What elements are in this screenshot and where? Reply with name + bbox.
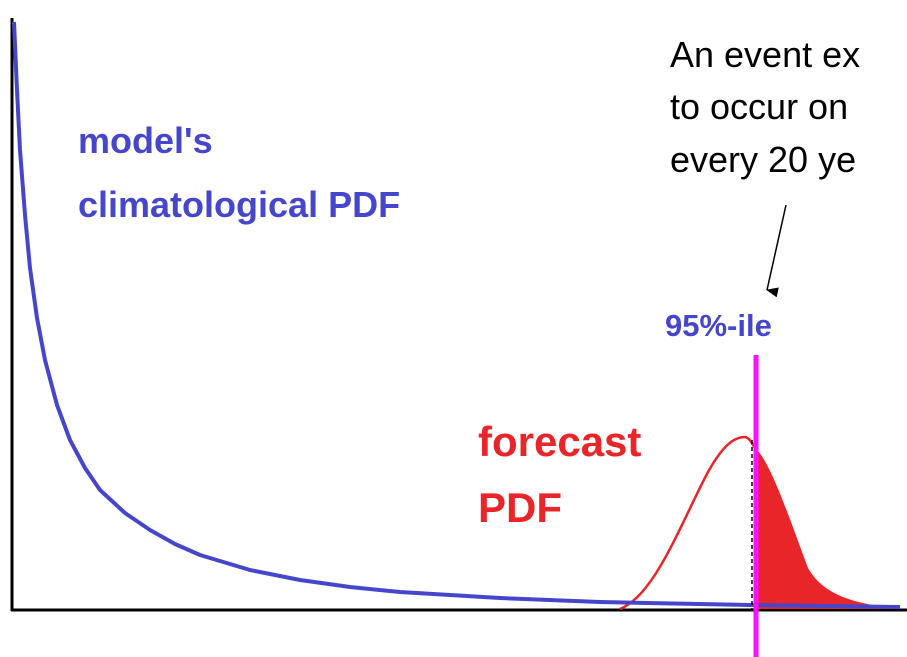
climatology-curve (12, 21, 901, 609)
forecast-curve (619, 435, 757, 611)
percentile-label: 95%-ile (665, 308, 772, 343)
annotation: An event ex (670, 34, 860, 75)
forecast-tail-fill (755, 448, 900, 609)
climatology-label: climatological PDF (78, 184, 400, 225)
arrow (766, 204, 787, 298)
climatology-label: model's (78, 120, 213, 161)
annotation: to occur on (670, 86, 848, 127)
forecast-label: PDF (478, 484, 562, 531)
annotation: every 20 ye (670, 139, 856, 180)
forecast-label: forecast (478, 418, 641, 465)
